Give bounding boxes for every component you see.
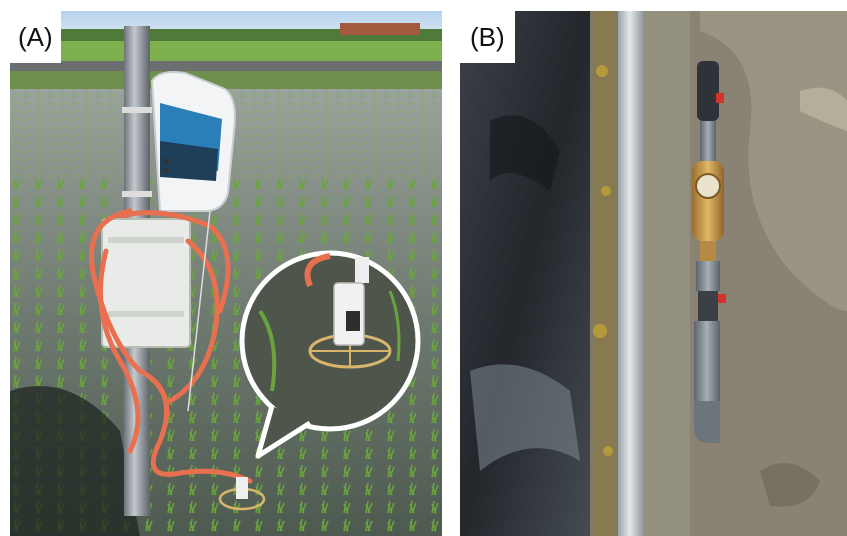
- meter-dial: [695, 173, 721, 199]
- moss-strip: [594, 11, 616, 536]
- moss-spot: [603, 446, 613, 456]
- moss-spot: [596, 65, 608, 77]
- panel-a-photo: (A): [10, 11, 442, 536]
- device-port-icon: [163, 158, 169, 164]
- ground-sensor: [236, 477, 248, 499]
- red-valve-handle: [716, 294, 726, 303]
- device-port-icon: [163, 168, 169, 174]
- irrigation-channel-photo: [460, 11, 847, 536]
- panel-a-label: (A): [10, 11, 61, 63]
- distant-house: [340, 23, 420, 35]
- panel-b-label: (B): [460, 11, 515, 63]
- wall-edge: [644, 11, 690, 536]
- water-shadow: [490, 115, 560, 191]
- panel-b-photo: (B): [460, 11, 847, 536]
- enclosure-seam: [108, 311, 184, 317]
- orange-hose: [89, 208, 253, 484]
- levee: [10, 71, 442, 89]
- puddle: [760, 463, 820, 507]
- photographer-shadow: [10, 386, 140, 536]
- enclosure-seam: [108, 237, 184, 243]
- moss-spot: [593, 324, 607, 338]
- puddle: [800, 87, 847, 131]
- paddy-field-photo: [10, 11, 442, 536]
- pipe-coupling: [697, 61, 719, 121]
- water-meter-assembly: [692, 61, 726, 443]
- red-valve-handle: [716, 93, 724, 103]
- device-dark-panel: [160, 141, 218, 181]
- far-field: [10, 41, 442, 63]
- tree-line: [10, 29, 442, 43]
- water-reflection: [470, 364, 580, 471]
- white-pipe: [618, 11, 644, 536]
- moss-spot: [601, 186, 611, 196]
- sensor-wire: [187, 210, 211, 412]
- road: [10, 61, 442, 71]
- pole-clamp: [122, 191, 152, 197]
- pole-clamp: [122, 107, 152, 113]
- soil-patch: [700, 11, 847, 311]
- magnified-callout: [239, 250, 421, 459]
